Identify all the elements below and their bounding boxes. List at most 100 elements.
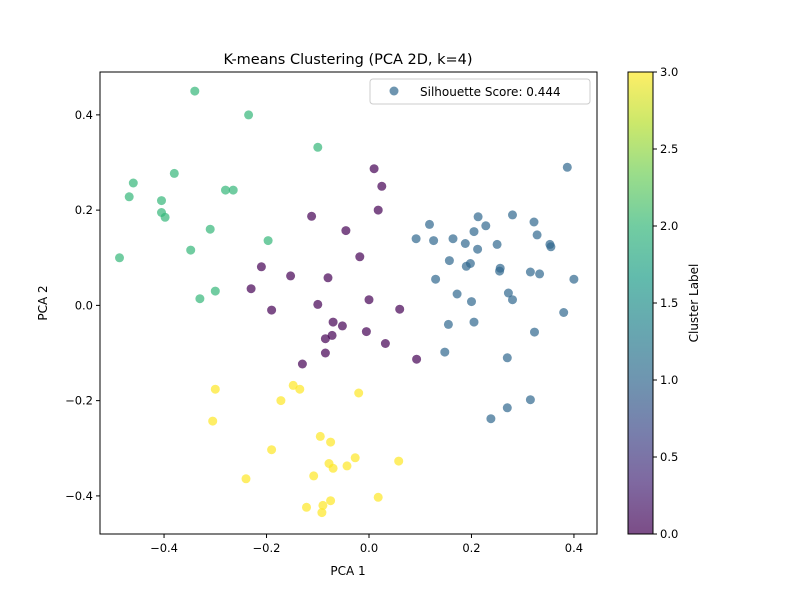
data-point (486, 414, 496, 424)
data-point (297, 359, 307, 369)
data-point (302, 502, 311, 512)
y-tick-label: 0.4 (75, 108, 93, 122)
legend-box (369, 78, 591, 105)
colorbar-tick-label: 1.5 (660, 296, 678, 310)
data-point (461, 261, 471, 271)
data-point (128, 178, 138, 188)
data-point (508, 295, 517, 305)
data-point (508, 210, 517, 220)
data-point (208, 416, 218, 426)
data-point (394, 456, 404, 466)
data-point (244, 110, 254, 120)
x-axis-label: PCA 1 (330, 564, 365, 578)
data-point (373, 205, 383, 215)
data-point (309, 471, 319, 481)
data-point (115, 253, 124, 263)
x-tick-label: 0.2 (462, 541, 480, 555)
data-point (411, 234, 421, 244)
data-point (295, 384, 305, 394)
data-point (377, 181, 387, 191)
data-point (124, 192, 134, 202)
data-point (320, 334, 330, 344)
data-point (429, 236, 439, 246)
data-point (228, 185, 238, 195)
data-point (569, 274, 579, 284)
points-layer (115, 86, 579, 518)
data-point (380, 339, 390, 348)
data-point (502, 353, 512, 363)
x-tick-label: −0.2 (253, 541, 281, 555)
data-point (364, 295, 374, 305)
data-point (317, 508, 327, 518)
data-point (369, 164, 379, 174)
data-point (337, 321, 347, 331)
data-point (315, 431, 325, 441)
data-point (195, 294, 205, 304)
data-point (267, 305, 277, 315)
data-point (341, 226, 351, 236)
colorbar: 0.0 0.5 1.0 1.5 2.0 2.5 3.0 Cluster Label (627, 65, 701, 541)
data-point (529, 217, 539, 227)
data-point (286, 271, 296, 281)
data-point (246, 284, 256, 294)
data-point (328, 463, 338, 473)
data-point (469, 317, 479, 327)
data-point (169, 168, 179, 178)
data-point (395, 304, 405, 314)
data-point (412, 354, 422, 364)
data-point (241, 474, 251, 484)
colorbar-gradient (628, 72, 653, 534)
legend: Silhouette Score: 0.444 (369, 78, 591, 105)
data-point (320, 348, 330, 358)
data-point (361, 327, 371, 337)
data-point (502, 403, 512, 413)
data-point (495, 266, 505, 276)
data-point (256, 262, 266, 272)
colorbar-tick-label: 1.0 (660, 373, 678, 387)
data-point (460, 239, 470, 248)
data-point (562, 162, 572, 172)
data-point (546, 242, 556, 252)
y-axis-label: PCA 2 (36, 285, 50, 320)
y-tick-label: 0.2 (75, 203, 93, 217)
data-point (267, 445, 277, 455)
data-point (313, 142, 323, 152)
data-point (323, 273, 333, 283)
data-point (263, 236, 273, 246)
data-point (373, 492, 383, 502)
data-point (307, 211, 317, 221)
data-point (452, 289, 462, 299)
data-point (481, 221, 491, 231)
legend-label: Silhouette Score: 0.444 (420, 85, 561, 99)
data-point (160, 212, 170, 222)
data-point (535, 269, 545, 279)
data-point (186, 245, 196, 255)
data-point (467, 297, 476, 307)
colorbar-label: Cluster Label (687, 264, 701, 343)
data-point (157, 196, 166, 206)
data-point (425, 219, 434, 229)
data-point (431, 274, 441, 284)
data-point (342, 461, 352, 471)
data-point (503, 288, 513, 298)
y-tick-label: 0.0 (75, 298, 93, 312)
colorbar-tick-label: 0.0 (660, 527, 678, 541)
data-point (530, 327, 539, 337)
data-point (559, 308, 569, 317)
data-point (492, 239, 502, 249)
data-point (313, 299, 323, 309)
x-axis: −0.4 −0.2 0.0 0.2 0.4 (150, 534, 583, 555)
data-point (288, 380, 298, 390)
colorbar-tick-label: 3.0 (660, 65, 678, 79)
x-tick-label: 0.4 (565, 541, 583, 555)
y-tick-label: −0.2 (65, 394, 93, 408)
data-point (473, 212, 483, 222)
data-point (525, 395, 535, 405)
plot-frame (99, 71, 598, 535)
colorbar-tick-label: 2.5 (660, 142, 678, 156)
legend-marker (389, 86, 399, 96)
data-point (210, 384, 220, 394)
data-point (473, 244, 483, 254)
data-point (326, 496, 336, 506)
colorbar-tick-label: 0.5 (660, 450, 678, 464)
